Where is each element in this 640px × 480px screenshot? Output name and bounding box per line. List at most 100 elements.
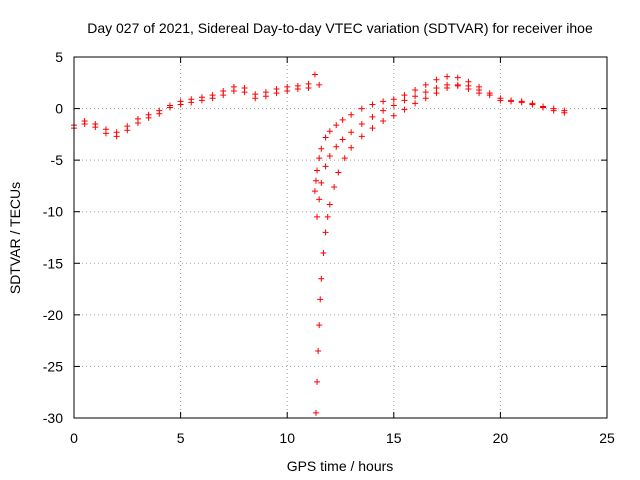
x-tick-label: 0 [70, 430, 78, 446]
axis-ticks: 0 5 10 15 20 25 -30 -25 -20 -15 -10 -5 0 5 [43, 49, 615, 446]
data-point-recovery-track-c [369, 113, 376, 120]
data-point-recovery-track-b [314, 167, 321, 174]
y-tick-label: -20 [43, 307, 63, 323]
data-point-recovery-track-c [433, 84, 440, 91]
data-point-recovery-track-b [550, 105, 557, 112]
data-point-recovery-track-b [322, 134, 329, 141]
data-point-recovery-track-c [380, 107, 387, 114]
data-point-recovery-track-b [401, 92, 408, 99]
data-point-recovery-track-a [422, 95, 429, 102]
data-point-recovery-track-b [390, 96, 397, 103]
data-point-recovery-track-b [333, 122, 340, 129]
data-point-early-track-b [92, 124, 99, 131]
data-point-recovery-track-c [465, 85, 472, 92]
data-point-recovery-track-c [476, 90, 483, 97]
data-point-recovery-track-a [326, 201, 333, 208]
data-point-recovery-track-b [348, 111, 355, 118]
data-point-recovery-track-b [311, 188, 318, 195]
data-point-recovery-track-a [401, 106, 408, 113]
data-point-early-track-b [305, 84, 312, 91]
plot-frame [73, 56, 608, 419]
data-point-early-track-b [284, 88, 291, 95]
data-point-recovery-track-c [316, 196, 323, 203]
data-point-early-track-b [145, 114, 152, 121]
data-point-recovery-track-c [412, 93, 419, 100]
data-point-recovery-track-b [454, 74, 461, 81]
data-point-early-track-b [166, 104, 173, 111]
data-point-recovery-track-b [518, 98, 525, 105]
data-point-recovery-track-c [333, 143, 340, 150]
data-point-recovery-track-a [318, 275, 325, 282]
x-axis-label: GPS time / hours [287, 458, 394, 474]
data-point-recovery-track-a [412, 100, 419, 107]
data-point-recovery-track-b [312, 177, 319, 184]
data-point-early-track-b [81, 121, 88, 128]
data-point-early-track-b [294, 85, 301, 92]
data-point-recovery-track-c [358, 121, 365, 128]
data-point-early-track-b [230, 88, 237, 95]
data-point-recovery-track-b [412, 87, 419, 94]
data-point-early-track-b [241, 89, 248, 96]
data-point-recovery-track-b [433, 76, 440, 83]
y-tick-label: -30 [43, 410, 63, 426]
data-point-recovery-track-c [318, 179, 325, 186]
data-point-recovery-track-b [444, 73, 451, 80]
data-point-recovery-track-b [497, 95, 504, 102]
data-point-early-track-b [134, 120, 141, 127]
data-point-recovery-track-a [380, 117, 387, 124]
data-point-recovery-track-b [326, 128, 333, 135]
data-point-early-track-a [311, 71, 318, 78]
y-tick-label: -5 [51, 152, 64, 168]
data-point-recovery-track-b [318, 145, 325, 152]
data-point-recovery-track-a [315, 347, 322, 354]
x-tick-label: 20 [493, 430, 509, 446]
grid-lines [74, 57, 607, 418]
data-point-recovery-track-c [322, 163, 329, 170]
data-point-recovery-track-c [339, 136, 346, 143]
data-point-recovery-track-a [358, 133, 365, 140]
data-point-recovery-track-c [444, 81, 451, 88]
data-point-early-track-b [209, 95, 216, 102]
y-tick-label: 0 [55, 101, 63, 117]
data-point-recovery-track-c [314, 213, 321, 220]
data-point-recovery-track-a [335, 169, 342, 176]
data-point-recovery-track-c [454, 82, 461, 89]
data-point-recovery-track-a [316, 322, 323, 329]
data-point-recovery-track-a [324, 213, 331, 220]
data-point-recovery-track-b [422, 81, 429, 88]
x-tick-label: 5 [177, 430, 185, 446]
x-tick-label: 25 [599, 430, 615, 446]
data-point-recovery-track-b [369, 101, 376, 108]
data-point-early-track-b [198, 97, 205, 104]
data-point-recovery-track-c [348, 129, 355, 136]
data-point-recovery-track-a [348, 144, 355, 151]
data-point-recovery-track-b [540, 103, 547, 110]
data-point-early-track-b [113, 133, 120, 140]
data-point-early-track-b [220, 92, 227, 99]
data-point-recovery-track-c [326, 153, 333, 160]
data-point-early-track-b [124, 127, 131, 134]
data-point-recovery-track-b [358, 105, 365, 112]
y-tick-label: -15 [43, 255, 63, 271]
chart-title: Day 027 of 2021, Sidereal Day-to-day VTE… [87, 20, 593, 36]
data-point-recovery-track-b [316, 155, 323, 162]
data-point-recovery-track-b [476, 83, 483, 90]
data-point-early-track-b [177, 101, 184, 108]
data-point-recovery-track-a [312, 409, 319, 416]
data-point-recovery-track-a [390, 112, 397, 119]
data-point-recovery-track-b [529, 100, 536, 107]
data-point-recovery-track-b [561, 107, 568, 114]
data-point-recovery-track-b [486, 90, 493, 97]
data-point-recovery-track-a [317, 296, 324, 303]
data-point-early-track-b [156, 110, 163, 117]
data-point-early-track-b [316, 81, 323, 88]
data-point-recovery-track-a [314, 378, 321, 385]
data-point-recovery-track-b [380, 98, 387, 105]
data-point-recovery-track-a [341, 155, 348, 162]
data-point-recovery-track-b [465, 78, 472, 85]
data-point-recovery-track-a [331, 183, 338, 190]
x-tick-label: 15 [386, 430, 402, 446]
x-tick-label: 10 [279, 430, 295, 446]
data-point-early-track-b [102, 130, 109, 137]
